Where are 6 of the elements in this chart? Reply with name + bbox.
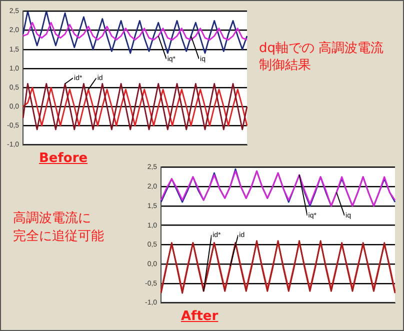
text: dq軸での 高調波電流 xyxy=(259,40,384,57)
text: 完全に追従可能 xyxy=(13,228,104,245)
text: Before xyxy=(39,151,88,166)
text: After xyxy=(181,309,218,324)
text: 高調波電流に xyxy=(13,210,91,227)
text: 制御結果 xyxy=(259,57,311,74)
